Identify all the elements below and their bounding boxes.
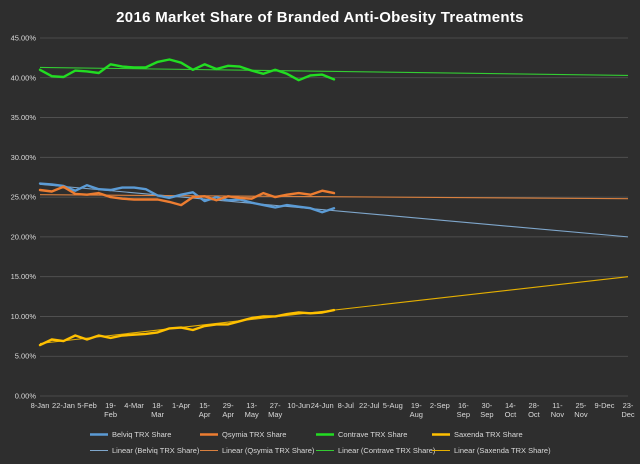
y-tick-label: 30.00% xyxy=(11,153,37,162)
legend-label: Linear (Contrave TRX Share) xyxy=(338,446,436,455)
y-tick-label: 0.00% xyxy=(15,392,37,401)
x-tick-label: 28-Oct xyxy=(528,401,541,419)
x-tick-label: 30-Sep xyxy=(480,401,493,419)
x-tick-label: 29-Apr xyxy=(222,401,234,419)
chart-title: 2016 Market Share of Branded Anti-Obesit… xyxy=(116,9,524,26)
legend-label: Contrave TRX Share xyxy=(338,430,407,439)
y-tick-label: 35.00% xyxy=(11,113,37,122)
x-tick-label: 8-Jul xyxy=(338,401,355,410)
legend-label: Saxenda TRX Share xyxy=(454,430,523,439)
x-tick-label: 22-Jan xyxy=(52,401,75,410)
legend-label: Qsymia TRX Share xyxy=(222,430,286,439)
x-tick-label: 2-Sep xyxy=(430,401,450,410)
series-line xyxy=(38,185,336,207)
y-tick-label: 20.00% xyxy=(11,232,37,241)
x-tick-label: 11-Nov xyxy=(551,401,565,419)
x-tick-label: 5-Aug xyxy=(383,401,403,410)
x-tick-label: 19-Aug xyxy=(410,401,423,419)
y-tick-label: 15.00% xyxy=(11,272,37,281)
data-series xyxy=(38,58,336,347)
y-axis-ticks: 0.00% 5.00% 10.00% 15.00% 20.00% 25.00% 30.00%… xyxy=(11,34,37,401)
legend-label: Linear (Belviq TRX Share) xyxy=(112,446,200,455)
trendline xyxy=(39,183,629,238)
y-tick-label: 25.00% xyxy=(11,193,37,202)
y-tick-label: 40.00% xyxy=(11,73,37,82)
x-tick-label: 18-Mar xyxy=(151,401,164,419)
x-tick-label: 24-Jun xyxy=(311,401,334,410)
legend-label: Belviq TRX Share xyxy=(112,430,171,439)
y-tick-label: 5.00% xyxy=(15,352,37,361)
legend-label: Linear (Saxenda TRX Share) xyxy=(454,446,551,455)
x-tick-label: 15-Apr xyxy=(199,401,211,419)
x-tick-label: 5-Feb xyxy=(77,401,97,410)
series-line xyxy=(38,308,336,347)
trendline xyxy=(39,66,629,76)
x-tick-label: 25-Nov xyxy=(574,401,588,419)
trendline xyxy=(39,194,629,200)
legend: Belviq TRX Share Qsymia TRX Share Contrave… xyxy=(90,430,551,455)
x-tick-label: 9-Dec xyxy=(594,401,614,410)
legend-label: Linear (Qsymia TRX Share) xyxy=(222,446,315,455)
y-tick-label: 45.00% xyxy=(11,34,37,43)
series-line xyxy=(38,182,336,214)
x-axis-ticks: 8-Jan 22-Jan 5-Feb 19-Feb 4-Mar 18-Mar 1-Apr 15… xyxy=(31,401,635,419)
x-tick-label: 22-Jul xyxy=(359,401,380,410)
x-tick-label: 4-Mar xyxy=(124,401,144,410)
series-line xyxy=(38,58,336,82)
x-tick-label: 14-Oct xyxy=(505,401,518,419)
x-tick-label: 13-May xyxy=(245,401,259,419)
x-tick-label: 8-Jan xyxy=(31,401,50,410)
y-tick-label: 10.00% xyxy=(11,312,37,321)
x-tick-label: 23-Dec xyxy=(621,401,635,419)
x-tick-label: 10-Jun xyxy=(287,401,310,410)
x-tick-label: 27-May xyxy=(268,401,282,419)
x-tick-label: 16-Sep xyxy=(457,401,470,419)
x-tick-label: 19-Feb xyxy=(104,401,117,419)
x-tick-label: 1-Apr xyxy=(172,401,191,410)
